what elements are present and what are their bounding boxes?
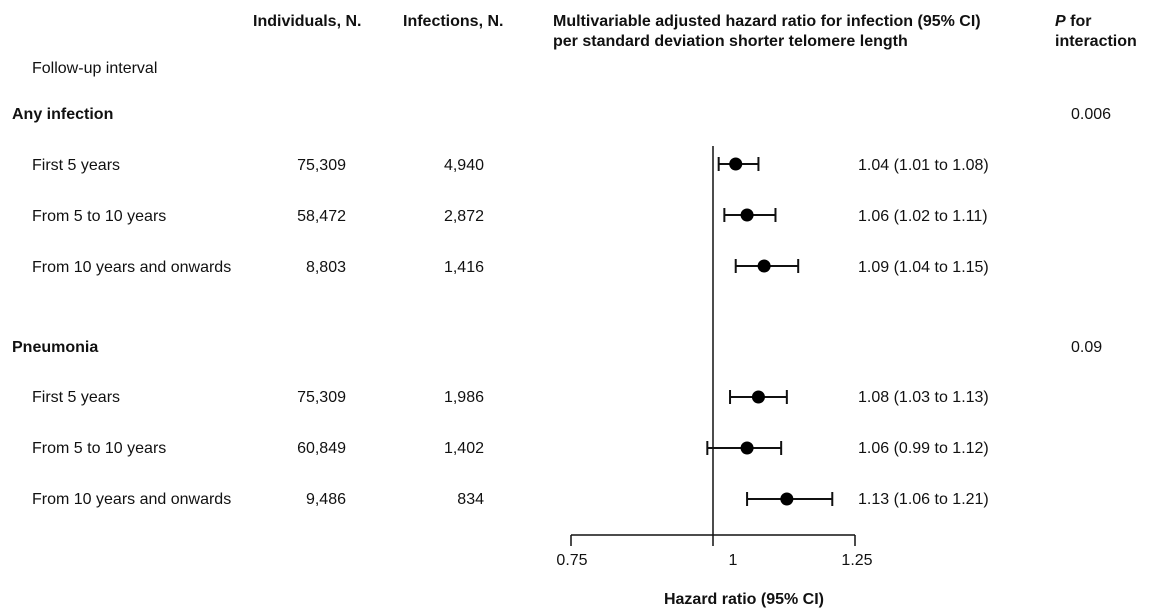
hr-header-line1: Multivariable adjusted hazard ratio for … xyxy=(553,13,981,30)
tick-label: 1.25 xyxy=(841,552,873,569)
point-estimate xyxy=(740,441,754,455)
point-estimate xyxy=(740,208,754,222)
hr-ci-text: 1.04 (1.01 to 1.08) xyxy=(858,157,989,174)
group-title: Any infection xyxy=(12,106,114,123)
infections-value: 834 xyxy=(457,491,484,508)
followup-label: Follow-up interval xyxy=(32,60,158,77)
row-label: First 5 years xyxy=(32,389,121,406)
p-header-line2: interaction xyxy=(1055,33,1137,50)
individuals-value: 75,309 xyxy=(297,389,346,406)
row-label: From 5 to 10 years xyxy=(32,440,167,457)
infections-value: 1,986 xyxy=(443,389,484,406)
individuals-value: 60,849 xyxy=(297,440,346,457)
tick-label: 0.75 xyxy=(556,552,588,569)
infections-value: 1,416 xyxy=(443,259,484,276)
individuals-value: 75,309 xyxy=(297,157,346,174)
individuals-value: 9,486 xyxy=(305,491,346,508)
infections-value: 1,402 xyxy=(443,440,484,457)
p-interaction-value: 0.09 xyxy=(1071,339,1103,356)
hr-ci-text: 1.06 (1.02 to 1.11) xyxy=(858,208,988,225)
infections-value: 4,940 xyxy=(443,157,484,174)
individuals-value: 8,803 xyxy=(305,259,346,276)
hr-ci-text: 1.13 (1.06 to 1.21) xyxy=(858,491,989,508)
row-label: From 10 years and onwards xyxy=(32,259,232,276)
point-estimate xyxy=(757,259,771,273)
individuals-value: 58,472 xyxy=(297,208,346,225)
row-label: From 10 years and onwards xyxy=(32,491,232,508)
hr-header-line2: per standard deviation shorter telomere … xyxy=(553,33,908,50)
hr-ci-text: 1.06 (0.99 to 1.12) xyxy=(858,440,989,457)
p-for: for xyxy=(1065,13,1092,30)
infections-header: Infections, N. xyxy=(403,13,504,30)
hr-ci-text: 1.08 (1.03 to 1.13) xyxy=(858,389,989,406)
x-axis-title: Hazard ratio (95% CI) xyxy=(663,591,825,608)
infections-value: 2,872 xyxy=(443,208,484,225)
hr-ci-text: 1.09 (1.04 to 1.15) xyxy=(858,259,989,276)
point-estimate xyxy=(729,157,743,171)
point-estimate xyxy=(751,390,765,404)
individuals-header: Individuals, N. xyxy=(253,13,362,30)
point-estimate xyxy=(780,492,794,506)
p-interaction-value: 0.006 xyxy=(1071,106,1112,123)
group-title: Pneumonia xyxy=(12,339,99,356)
row-label: From 5 to 10 years xyxy=(32,208,167,225)
row-label: First 5 years xyxy=(32,157,121,174)
p-italic: P xyxy=(1055,13,1066,30)
p-header-line1: P for xyxy=(1055,13,1091,31)
tick-label: 1 xyxy=(728,552,738,569)
